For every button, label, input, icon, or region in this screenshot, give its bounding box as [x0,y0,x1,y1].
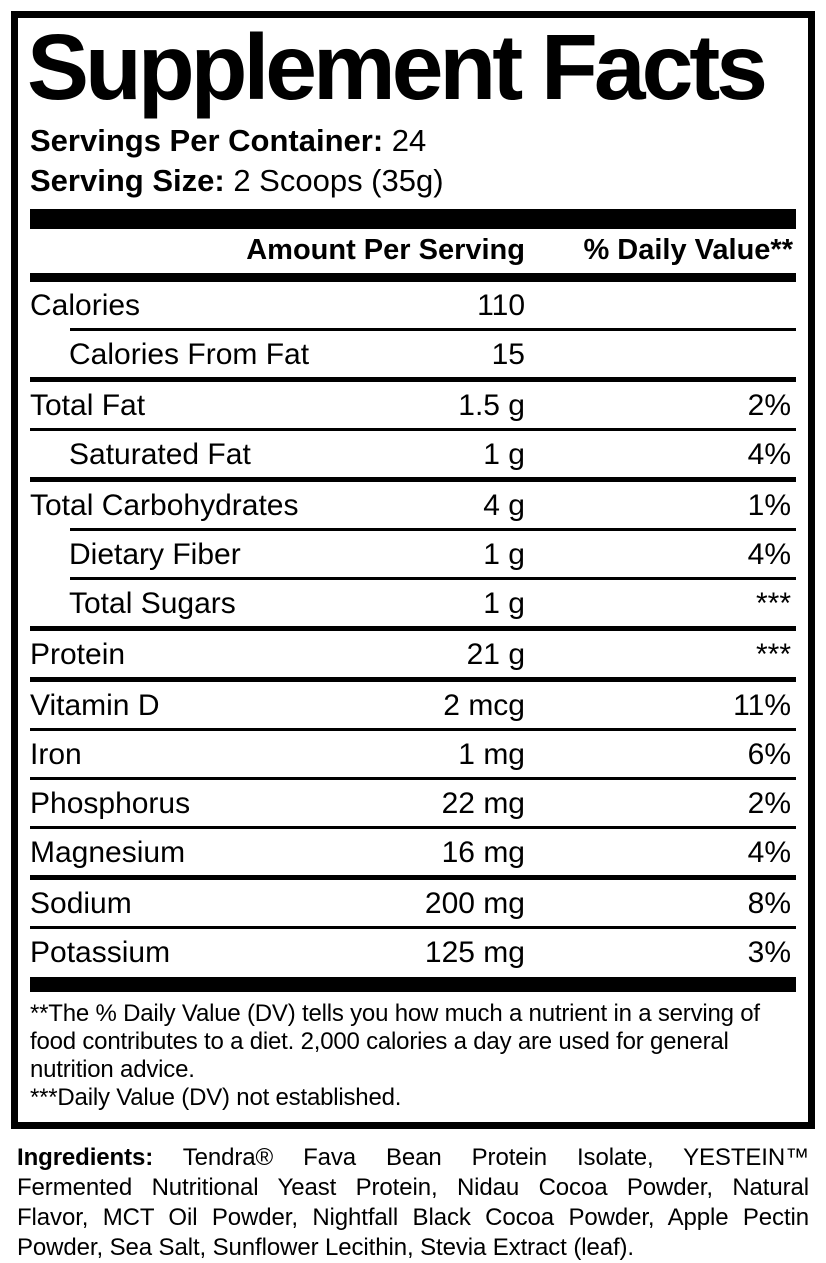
nutrient-dv: 4% [747,437,791,471]
daily-value-footnotes: **The % Daily Value (DV) tells you how m… [30,992,796,1112]
row-separator [30,376,796,382]
nutrient-name: Total Fat [30,388,146,422]
nutrient-name: Calories From Fat [69,337,310,371]
nutrient-amount: 22 mg [441,786,525,820]
row-total-carbohydrates: Total Carbohydrates 4 g 1% [30,482,796,528]
table-header: Amount Per Serving % Daily Value** [30,229,796,273]
nutrient-name: Magnesium [30,835,186,869]
divider-header [30,272,796,282]
nutrient-amount: 16 mg [441,835,525,869]
row-separator [30,676,796,682]
nutrient-dv: 1% [747,488,791,522]
nutrient-amount: 1.5 g [458,388,525,422]
nutrient-dv: 11% [733,688,791,722]
nutrient-dv: *** [755,586,791,620]
nutrient-dv: 3% [747,935,791,969]
divider-heavy-bottom [30,976,796,992]
nutrient-name: Phosphorus [30,786,191,820]
row-total-sugars: Total Sugars 1 g *** [30,580,796,626]
nutrient-dv: *** [755,637,791,671]
row-separator [30,427,796,431]
nutrient-name: Iron [30,737,82,771]
footnote-line: nutrition advice. [30,1055,195,1083]
row-protein: Protein 21 g *** [30,631,796,677]
footnote-line: **The % Daily Value (DV) tells you how m… [30,999,760,1027]
row-dietary-fiber: Dietary Fiber 1 g 4% [30,531,796,577]
serving-size-label: Serving Size: [30,162,225,198]
nutrient-dv: 6% [747,737,791,771]
row-separator [30,825,796,829]
serving-size: Serving Size: 2 Scoops (35g) [30,161,796,201]
nutrient-name: Sodium [30,886,132,920]
row-separator [30,874,796,880]
nutrient-amount: 110 [477,288,525,322]
row-separator [30,476,796,482]
daily-value-header: % Daily Value** [583,233,793,266]
row-separator [70,327,796,331]
row-sodium: Sodium 200 mg 8% [30,880,796,926]
row-iron: Iron 1 mg 6% [30,731,796,777]
nutrient-dv: 4% [747,537,791,571]
nutrient-name: Calories [30,288,141,322]
nutrient-amount: 125 mg [424,935,525,969]
row-calories: Calories 110 [30,282,796,328]
supplement-facts-panel: Supplement Facts Servings Per Container:… [11,11,815,1129]
ingredients-text: Tendra® Fava Bean Protein Isolate, YESTE… [182,1143,809,1171]
nutrient-dv: 4% [747,835,791,869]
nutrient-amount: 2 mcg [443,688,525,722]
row-separator [30,625,796,631]
ingredients-line: Flavor, MCT Oil Powder, Nightfall Black … [17,1203,809,1231]
footnote-line: food contributes to a diet. 2,000 calori… [30,1027,729,1055]
row-total-fat: Total Fat 1.5 g 2% [30,382,796,428]
ingredients-label: Ingredients: [17,1143,154,1171]
nutrient-amount: 4 g [483,488,525,522]
nutrient-name: Potassium [30,935,171,969]
nutrient-dv: 2% [747,388,791,422]
row-separator [70,527,796,531]
row-calories-from-fat: Calories From Fat 15 [30,331,796,377]
row-magnesium: Magnesium 16 mg 4% [30,829,796,875]
ingredients-section: Ingredients: Tendra® Fava Bean Protein I… [17,1143,809,1263]
row-saturated-fat: Saturated Fat 1 g 4% [30,431,796,477]
nutrient-name: Protein [30,637,126,671]
servings-per-container-label: Servings Per Container: [30,122,384,158]
nutrient-amount: 21 g [466,637,525,671]
nutrient-amount: 1 mg [458,737,525,771]
row-phosphorus: Phosphorus 22 mg 2% [30,780,796,826]
row-vitamin-d: Vitamin D 2 mcg 11% [30,682,796,728]
row-separator [30,776,796,780]
panel-title: Supplement Facts [27,15,768,119]
nutrient-dv: 2% [747,786,791,820]
servings-per-container-value: 24 [391,122,427,158]
ingredients-line: Powder, Sea Salt, Sunflower Lecithin, St… [17,1233,634,1261]
servings-per-container: Servings Per Container: 24 [30,121,796,161]
nutrient-amount: 1 g [483,537,525,571]
nutrient-dv: 8% [747,886,791,920]
nutrient-amount: 1 g [483,437,525,471]
nutrient-name: Total Carbohydrates [30,488,299,522]
nutrient-name: Saturated Fat [69,437,251,471]
nutrient-name: Vitamin D [30,688,160,722]
nutrient-name: Total Sugars [69,586,236,620]
row-separator [30,925,796,929]
nutrient-amount: 1 g [483,586,525,620]
nutrient-name: Dietary Fiber [69,537,241,571]
amount-per-serving-header: Amount Per Serving [246,233,525,266]
footnote-line: ***Daily Value (DV) not established. [30,1083,402,1111]
row-separator [70,576,796,580]
ingredients-line: Fermented Nutritional Yeast Protein, Nid… [17,1173,809,1201]
nutrient-amount: 200 mg [424,886,525,920]
row-separator [30,727,796,731]
row-potassium: Potassium 125 mg 3% [30,929,796,975]
nutrient-amount: 15 [491,337,525,371]
serving-size-value: 2 Scoops (35g) [233,162,444,198]
ingredients-line: Ingredients: Tendra® Fava Bean Protein I… [17,1143,809,1173]
divider-heavy-top [30,208,796,229]
